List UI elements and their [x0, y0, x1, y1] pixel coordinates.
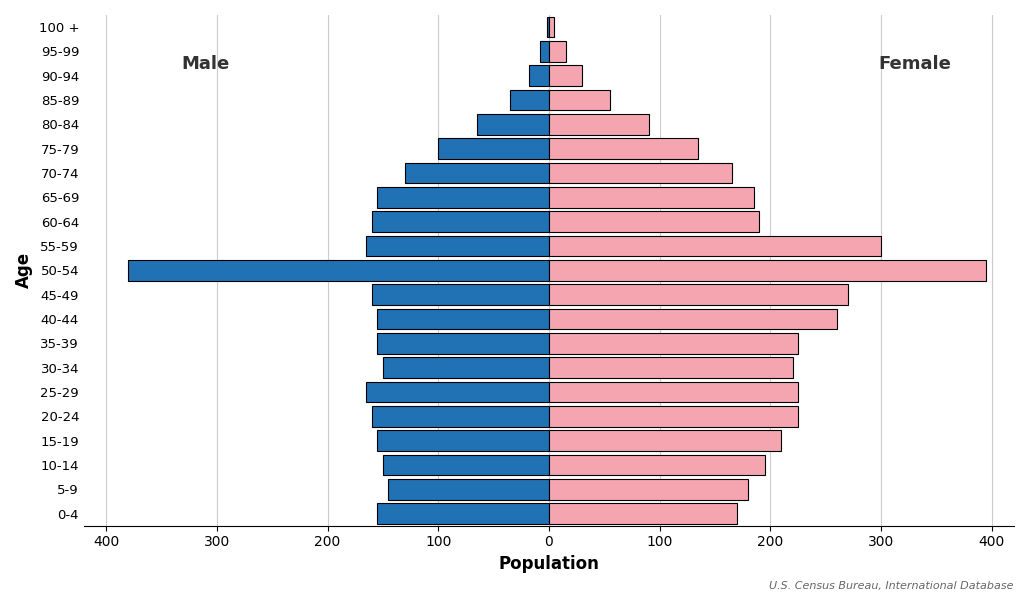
- Bar: [548, 236, 881, 256]
- Bar: [388, 479, 548, 500]
- Bar: [546, 17, 548, 37]
- Bar: [548, 187, 754, 208]
- Bar: [378, 187, 548, 208]
- Bar: [548, 17, 555, 37]
- Bar: [548, 406, 799, 427]
- Bar: [548, 284, 848, 305]
- Bar: [378, 503, 548, 524]
- Bar: [548, 163, 732, 184]
- Bar: [548, 430, 781, 451]
- Bar: [548, 455, 765, 475]
- Bar: [548, 90, 610, 110]
- Bar: [129, 260, 548, 281]
- X-axis label: Population: Population: [498, 555, 600, 573]
- Bar: [371, 406, 548, 427]
- Bar: [477, 114, 548, 135]
- Bar: [548, 358, 792, 378]
- Text: Female: Female: [878, 55, 951, 73]
- Bar: [548, 114, 648, 135]
- Bar: [366, 236, 548, 256]
- Bar: [548, 65, 582, 86]
- Bar: [510, 90, 548, 110]
- Bar: [548, 382, 799, 402]
- Bar: [548, 308, 837, 329]
- Bar: [540, 41, 548, 62]
- Bar: [548, 260, 987, 281]
- Bar: [378, 333, 548, 353]
- Bar: [405, 163, 548, 184]
- Bar: [438, 139, 548, 159]
- Bar: [548, 333, 799, 353]
- Bar: [548, 139, 699, 159]
- Bar: [548, 41, 566, 62]
- Bar: [371, 211, 548, 232]
- Bar: [378, 430, 548, 451]
- Text: Male: Male: [181, 55, 229, 73]
- Bar: [548, 211, 759, 232]
- Bar: [529, 65, 548, 86]
- Y-axis label: Age: Age: [15, 252, 33, 289]
- Bar: [548, 479, 748, 500]
- Text: U.S. Census Bureau, International Database: U.S. Census Bureau, International Databa…: [769, 581, 1014, 591]
- Bar: [366, 382, 548, 402]
- Bar: [548, 503, 737, 524]
- Bar: [378, 308, 548, 329]
- Bar: [383, 358, 548, 378]
- Bar: [383, 455, 548, 475]
- Bar: [371, 284, 548, 305]
